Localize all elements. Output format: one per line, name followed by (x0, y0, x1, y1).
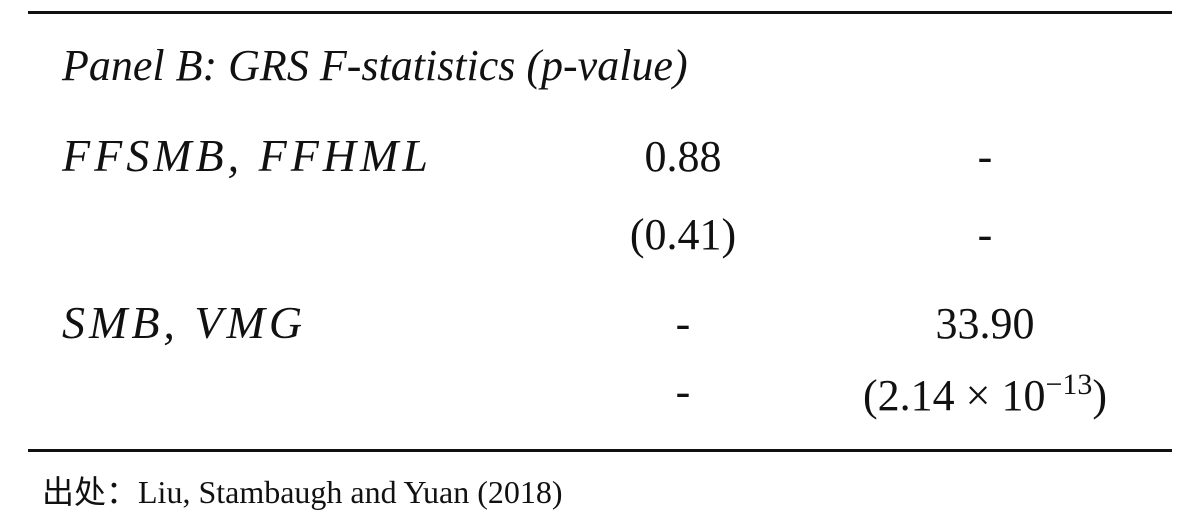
cell: 33.90 (935, 299, 1035, 348)
cell: 0.88 (644, 132, 722, 181)
cell-base: (2.14 × 10 (862, 371, 1046, 420)
row-label: FFSMB, FFHML (62, 130, 432, 181)
cell-exponent: −13 (1045, 368, 1093, 401)
cell: - (977, 210, 993, 259)
cell: (2.14 × 10−13) (863, 370, 1107, 418)
cell: - (977, 132, 993, 181)
panel-title: Panel B: GRS F-statistics (p-value) (62, 41, 688, 90)
bottom-rule (28, 449, 1172, 452)
cell-close: ) (1092, 371, 1108, 420)
row-label: SMB, VMG (62, 297, 307, 348)
top-rule (28, 11, 1172, 14)
cell: - (675, 299, 691, 348)
cell: (0.41) (629, 210, 737, 259)
cell: - (675, 367, 691, 416)
source-note: 出处：Liu, Stambaugh and Yuan (2018) (42, 474, 563, 510)
